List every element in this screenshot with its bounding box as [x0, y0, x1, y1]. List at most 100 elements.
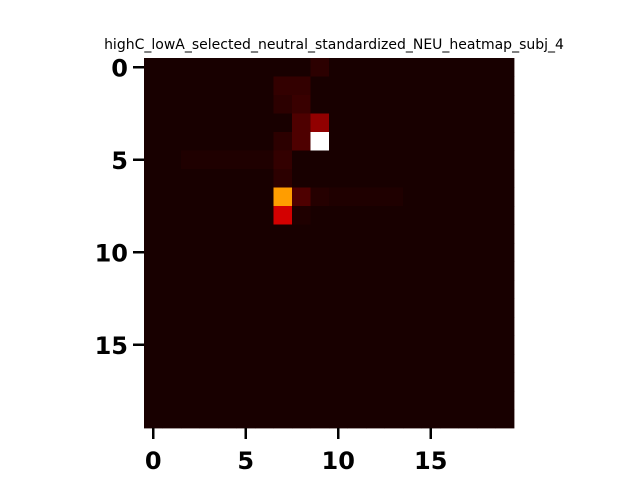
- heatmap-cell-r9-c14: [403, 224, 422, 244]
- heatmap-cell-r14-c4: [218, 317, 237, 336]
- heatmap-cell-r7-c16: [440, 187, 459, 207]
- heatmap-cell-r3-c12: [366, 113, 385, 133]
- heatmap-cell-r12-c18: [477, 280, 496, 299]
- heatmap-cell-r13-c13: [384, 298, 404, 318]
- heatmap-cell-r0-c3: [199, 58, 219, 77]
- heatmap-cell-r6-c19: [495, 169, 515, 188]
- heatmap-cell-r4-c13: [384, 132, 404, 151]
- heatmap-cell-r1-c10: [329, 76, 348, 96]
- x-axis: 0 5 10 15: [145, 428, 447, 475]
- heatmap-cell-r6-c8: [292, 169, 311, 188]
- heatmap-cell-r0-c2: [181, 58, 200, 77]
- heatmap-cell-r12-c6: [255, 280, 274, 299]
- heatmap-cell-r10-c11: [347, 243, 367, 262]
- heatmap-cell-r7-c19: [495, 187, 515, 207]
- heatmap-cell-r17-c13: [384, 372, 404, 392]
- heatmap-cell-r1-c19: [495, 76, 515, 96]
- heatmap-cell-r0-c9: [310, 58, 330, 77]
- heatmap-cell-r2-c7: [273, 95, 293, 114]
- heatmap-cell-r3-c4: [218, 113, 237, 133]
- heatmap-cell-r6-c10: [329, 169, 348, 188]
- heatmap-cell-r16-c8: [292, 354, 311, 373]
- heatmap-cell-r12-c12: [366, 280, 385, 299]
- heatmap-cell-r4-c4: [218, 132, 237, 151]
- heatmap-cell-r17-c1: [162, 372, 182, 392]
- heatmap-cell-r2-c8: [292, 95, 311, 114]
- heatmap-cell-r19-c10: [329, 409, 348, 429]
- heatmap-cell-r9-c13: [384, 224, 404, 244]
- heatmap-cell-r9-c6: [255, 224, 274, 244]
- heatmap-cell-r8-c15: [421, 206, 441, 225]
- heatmap-cell-r10-c19: [495, 243, 515, 262]
- heatmap-cell-r7-c8: [292, 187, 311, 207]
- heatmap-cell-r1-c1: [162, 76, 182, 96]
- heatmap-cell-r1-c14: [403, 76, 422, 96]
- heatmap-cell-r9-c18: [477, 224, 496, 244]
- heatmap-cell-r7-c4: [218, 187, 237, 207]
- heatmap-cell-r4-c10: [329, 132, 348, 151]
- heatmap-cell-r9-c19: [495, 224, 515, 244]
- heatmap-cell-r10-c10: [329, 243, 348, 262]
- heatmap-cell-r15-c14: [403, 335, 422, 355]
- heatmap-cell-r12-c9: [310, 280, 330, 299]
- heatmap-cell-r11-c7: [273, 261, 293, 281]
- heatmap-cell-r2-c12: [366, 95, 385, 114]
- heatmap-cell-r2-c19: [495, 95, 515, 114]
- heatmap-cell-r18-c0: [144, 391, 163, 410]
- heatmap-cell-r8-c0: [144, 206, 163, 225]
- heatmap-cell-r8-c11: [347, 206, 367, 225]
- heatmap-cell-r3-c1: [162, 113, 182, 133]
- heatmap-cell-r3-c15: [421, 113, 441, 133]
- heatmap-cell-r16-c16: [440, 354, 459, 373]
- heatmap-cell-r6-c3: [199, 169, 219, 188]
- heatmap-cell-r4-c19: [495, 132, 515, 151]
- heatmap-cell-r2-c9: [310, 95, 330, 114]
- heatmap-cell-r19-c9: [310, 409, 330, 429]
- heatmap-cell-r16-c15: [421, 354, 441, 373]
- heatmap-cell-r5-c17: [458, 150, 478, 170]
- heatmap-cell-r12-c10: [329, 280, 348, 299]
- heatmap-cell-r18-c17: [458, 391, 478, 410]
- y-axis: 0 5 10 15: [95, 54, 144, 360]
- heatmap-cell-r15-c0: [144, 335, 163, 355]
- heatmap-cell-r9-c3: [199, 224, 219, 244]
- heatmap-cell-r6-c2: [181, 169, 200, 188]
- heatmap-cell-r14-c17: [458, 317, 478, 336]
- heatmap-cell-r1-c17: [458, 76, 478, 96]
- heatmap-cell-r15-c6: [255, 335, 274, 355]
- heatmap-cell-r12-c14: [403, 280, 422, 299]
- heatmap-cell-r19-c19: [495, 409, 515, 429]
- heatmap-cell-r14-c9: [310, 317, 330, 336]
- heatmap-cell-r14-c14: [403, 317, 422, 336]
- heatmap-cell-r2-c18: [477, 95, 496, 114]
- heatmap-cell-r10-c5: [236, 243, 256, 262]
- heatmap-cell-r3-c17: [458, 113, 478, 133]
- heatmap-cell-r17-c10: [329, 372, 348, 392]
- heatmap-cell-r15-c1: [162, 335, 182, 355]
- heatmap-cell-r13-c17: [458, 298, 478, 318]
- heatmap-cell-r14-c1: [162, 317, 182, 336]
- heatmap-cell-r15-c15: [421, 335, 441, 355]
- heatmap-cell-r15-c17: [458, 335, 478, 355]
- heatmap-cell-r16-c13: [384, 354, 404, 373]
- heatmap-cell-r15-c2: [181, 335, 200, 355]
- heatmap-cell-r9-c1: [162, 224, 182, 244]
- heatmap-cell-r4-c6: [255, 132, 274, 151]
- heatmap-cell-r1-c2: [181, 76, 200, 96]
- heatmap-cell-r18-c18: [477, 391, 496, 410]
- heatmap-cell-r12-c19: [495, 280, 515, 299]
- heatmap-cell-r11-c16: [440, 261, 459, 281]
- heatmap-cell-r9-c8: [292, 224, 311, 244]
- heatmap-cell-r11-c10: [329, 261, 348, 281]
- heatmap-cell-r19-c0: [144, 409, 163, 429]
- heatmap-cell-r5-c14: [403, 150, 422, 170]
- heatmap-cell-r9-c16: [440, 224, 459, 244]
- heatmap-cell-r15-c12: [366, 335, 385, 355]
- heatmap-cell-r7-c6: [255, 187, 274, 207]
- heatmap-cell-r3-c19: [495, 113, 515, 133]
- heatmap-cell-r18-c19: [495, 391, 515, 410]
- heatmap-cell-r17-c5: [236, 372, 256, 392]
- heatmap-cell-r4-c3: [199, 132, 219, 151]
- heatmap-cell-r11-c5: [236, 261, 256, 281]
- heatmap-cell-r19-c18: [477, 409, 496, 429]
